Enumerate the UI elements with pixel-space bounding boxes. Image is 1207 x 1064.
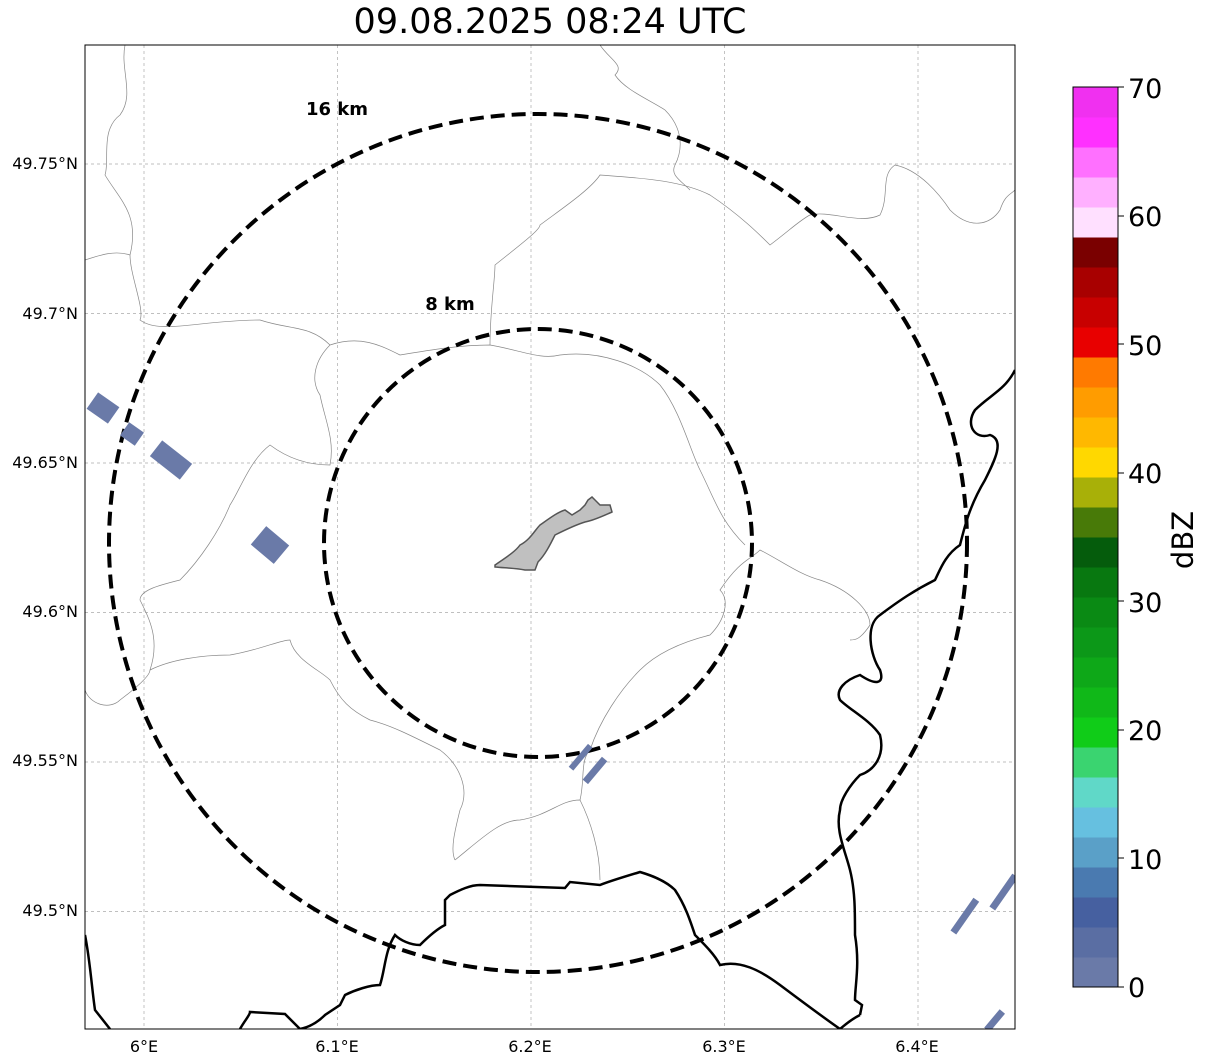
lon-tick-label: 6.3°E xyxy=(702,1037,746,1056)
colorbar-tick-label: 10 xyxy=(1128,845,1162,876)
colorbar-tick-labels: 0 10 20 30 40 50 60 70 xyxy=(1128,74,1162,1004)
colorbar-segment xyxy=(1073,567,1118,598)
lat-tick-label: 49.5°N xyxy=(22,901,78,920)
colorbar-segment xyxy=(1073,717,1118,748)
colorbar-segment xyxy=(1073,627,1118,658)
map-features xyxy=(85,45,1015,1029)
echo-cell xyxy=(989,873,1015,911)
colorbar-segment xyxy=(1073,387,1118,418)
colorbar-segment xyxy=(1073,117,1118,148)
lat-tick-label: 49.65°N xyxy=(12,453,78,472)
range-rings xyxy=(107,112,969,974)
lon-tick-label: 6.1°E xyxy=(315,1037,359,1056)
range-ring-16km xyxy=(107,112,969,974)
colorbar-segment xyxy=(1073,87,1118,118)
echo-cell xyxy=(86,392,120,424)
colorbar-ticks xyxy=(1118,86,1124,988)
colorbar-segment xyxy=(1073,447,1118,478)
colorbar-segment xyxy=(1073,897,1118,928)
colorbar-segment xyxy=(1073,687,1118,718)
national-border xyxy=(85,369,1015,1029)
colorbar-segment xyxy=(1073,747,1118,778)
echo-cell xyxy=(120,422,144,446)
colorbar-segment xyxy=(1073,657,1118,688)
echo-cell xyxy=(568,743,593,771)
lat-tick-labels: 49.75°N 49.7°N 49.65°N 49.6°N 49.55°N 49… xyxy=(12,154,78,920)
colorbar-segment xyxy=(1073,417,1118,448)
lon-tick-labels: 6°E 6.1°E 6.2°E 6.3°E 6.4°E xyxy=(130,1037,939,1056)
echo-cell xyxy=(582,756,608,785)
echo-cell xyxy=(950,897,980,935)
lat-tick-label: 49.7°N xyxy=(22,304,78,323)
lon-tick-label: 6.2°E xyxy=(508,1037,552,1056)
map-frame xyxy=(84,44,1016,1030)
lat-tick-label: 49.6°N xyxy=(22,602,78,621)
echo-cell xyxy=(250,526,290,564)
lon-tick-label: 6.4°E xyxy=(895,1037,939,1056)
lat-tick-label: 49.55°N xyxy=(12,751,78,770)
colorbar-segment xyxy=(1073,477,1118,508)
colorbar-segment xyxy=(1073,957,1118,988)
range-ring-8km xyxy=(322,327,754,759)
echo-cell xyxy=(149,440,193,480)
colorbar-segment xyxy=(1073,537,1118,568)
radar-echoes xyxy=(86,392,1015,1029)
map-title: 09.08.2025 08:24 UTC xyxy=(353,2,747,42)
colorbar xyxy=(1073,87,1118,988)
colorbar-segment xyxy=(1073,777,1118,808)
colorbar-segment xyxy=(1073,597,1118,628)
city-area xyxy=(494,496,613,571)
colorbar-tick-label: 50 xyxy=(1128,331,1162,362)
colorbar-segment xyxy=(1073,237,1118,268)
colorbar-segment xyxy=(1073,837,1118,868)
colorbar-segment xyxy=(1073,147,1118,178)
colorbar-tick-label: 30 xyxy=(1128,588,1162,619)
colorbar-frame xyxy=(1072,86,1119,988)
gridlines xyxy=(85,45,1015,1029)
colorbar-segment xyxy=(1073,177,1118,208)
colorbar-segment xyxy=(1073,867,1118,898)
lon-tick-label: 6°E xyxy=(130,1037,158,1056)
colorbar-tick-label: 20 xyxy=(1128,716,1162,747)
echo-cell xyxy=(984,1009,1006,1029)
colorbar-label: dBZ xyxy=(1166,511,1200,569)
lat-tick-label: 49.75°N xyxy=(12,154,78,173)
colorbar-segment xyxy=(1073,267,1118,298)
commune-boundaries xyxy=(85,45,1015,881)
colorbar-tick-label: 70 xyxy=(1128,74,1162,105)
colorbar-segment xyxy=(1073,207,1118,238)
colorbar-segment xyxy=(1073,297,1118,328)
colorbar-segment xyxy=(1073,927,1118,958)
colorbar-tick-label: 60 xyxy=(1128,202,1162,233)
colorbar-tick-label: 0 xyxy=(1128,973,1145,1004)
colorbar-segment xyxy=(1073,507,1118,538)
colorbar-segment xyxy=(1073,357,1118,388)
colorbar-tick-label: 40 xyxy=(1128,459,1162,490)
colorbar-segment xyxy=(1073,807,1118,838)
range-ring-label-16km: 16 km xyxy=(306,99,368,120)
range-ring-label-8km: 8 km xyxy=(425,294,475,315)
colorbar-segment xyxy=(1073,327,1118,358)
